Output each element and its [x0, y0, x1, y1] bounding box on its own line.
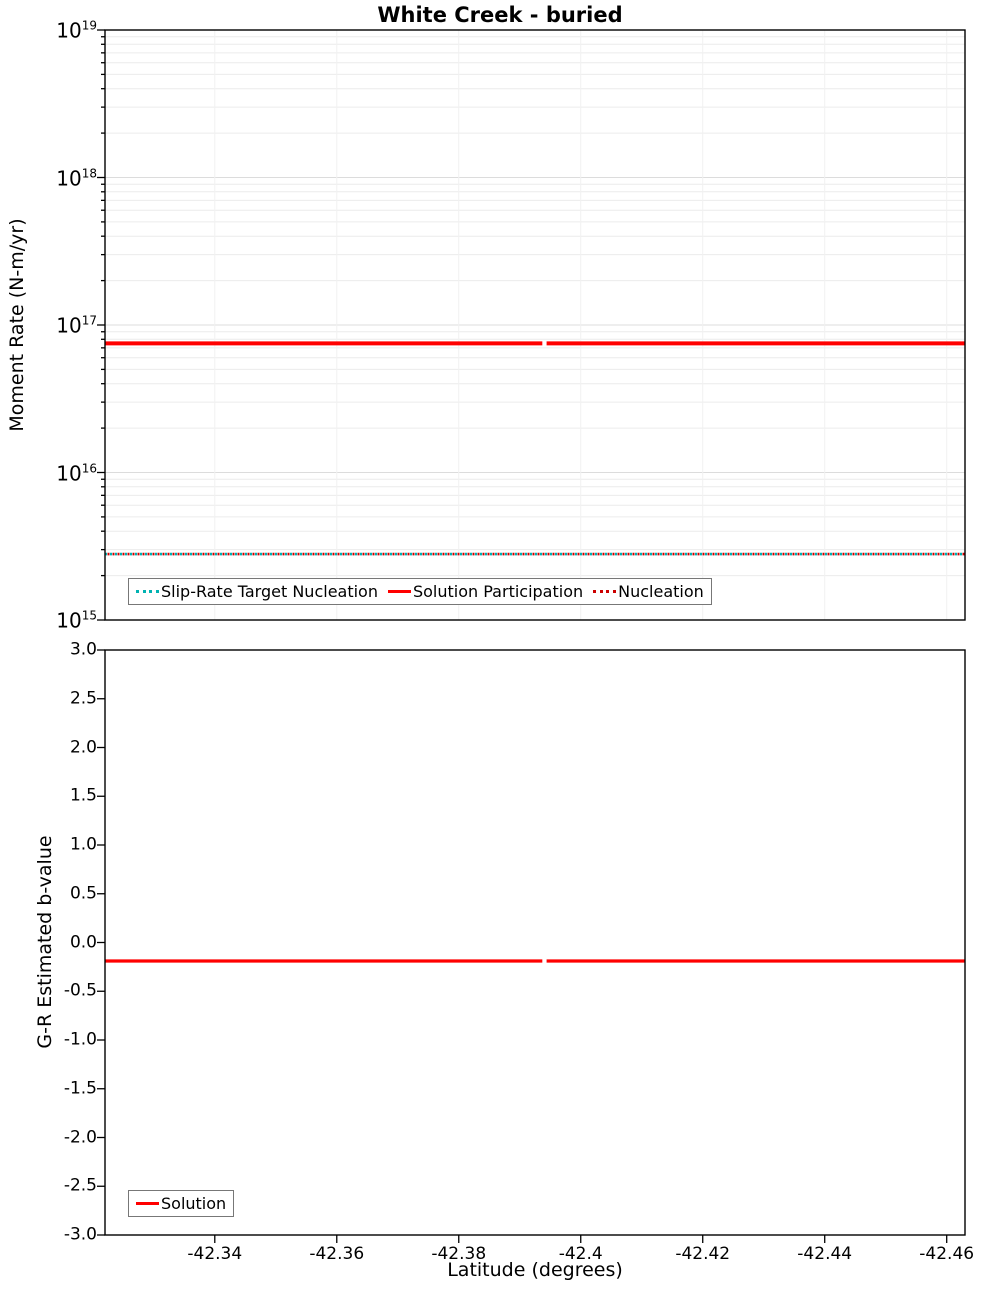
legend-line-sample-slip-rate-target-nucleation [136, 590, 159, 593]
y-tick-label: 3.0 [69, 639, 97, 660]
y-tick-label: 1.0 [69, 834, 97, 855]
legend-line-sample-solution-participation [387, 590, 411, 593]
b-value-plot-frame [104, 649, 966, 1236]
legend-item: Slip-Rate Target Nucleation [136, 582, 378, 601]
chart-title: White Creek - buried [377, 3, 623, 27]
y-tick-label: 1015 [56, 608, 97, 633]
y-axis-label-moment-rate: Moment Rate (N-m/yr) [6, 218, 28, 432]
y-axis-label-b-value: G-R Estimated b-value [34, 835, 56, 1049]
legend-b-value: Solution [128, 1190, 235, 1217]
y-tick-label: 2.5 [69, 688, 97, 709]
plot-frames [104, 29, 966, 1236]
y-tick-label: 0.5 [69, 883, 97, 904]
legend-item: Solution [136, 1194, 226, 1213]
y-tick-label: -1.0 [63, 1029, 97, 1050]
y-tick-label: 1017 [56, 313, 97, 338]
x-axis-label-latitude: Latitude (degrees) [447, 1259, 623, 1281]
y-tick-label: -3.0 [63, 1224, 97, 1245]
y-tick-label: 1.5 [69, 785, 97, 806]
y-tick-label: 2.0 [69, 737, 97, 757]
legend-label: Solution [161, 1194, 227, 1213]
gridlines [105, 30, 965, 620]
y-tick-label: -0.5 [63, 980, 97, 1001]
legend-moment-rate: Slip-Rate Target Nucleation Solution Part… [128, 578, 712, 605]
legend-label: Nucleation [618, 582, 704, 601]
y-tick-label: 1018 [56, 165, 97, 190]
y-tick-label: -1.5 [63, 1078, 97, 1099]
legend-line-sample-nucleation [593, 590, 617, 593]
legend-item: Solution Participation [387, 582, 584, 601]
legend-item: Nucleation [593, 582, 704, 601]
legend-label: Solution Participation [412, 582, 584, 601]
x-tick-label: -42.36 [309, 1244, 365, 1264]
tick-marks [97, 29, 948, 1243]
y-tick-label: -2.0 [63, 1127, 97, 1147]
x-tick-label: -42.44 [797, 1244, 853, 1264]
series-lines [105, 341, 965, 963]
x-tick-label: -42.34 [187, 1244, 243, 1264]
x-tick-label: -42.38 [431, 1244, 487, 1264]
legend-line-sample-solution [136, 1202, 159, 1205]
y-tick-label: 1019 [56, 18, 97, 43]
y-tick-label: 1016 [56, 460, 97, 485]
x-tick-label: -42.42 [675, 1244, 731, 1264]
legend-label: Slip-Rate Target Nucleation [161, 582, 378, 601]
x-tick-label: -42.4 [558, 1244, 603, 1264]
x-tick-label: -42.46 [919, 1244, 975, 1264]
y-tick-label: 0.0 [69, 932, 97, 952]
y-tick-label: -2.5 [63, 1175, 97, 1196]
